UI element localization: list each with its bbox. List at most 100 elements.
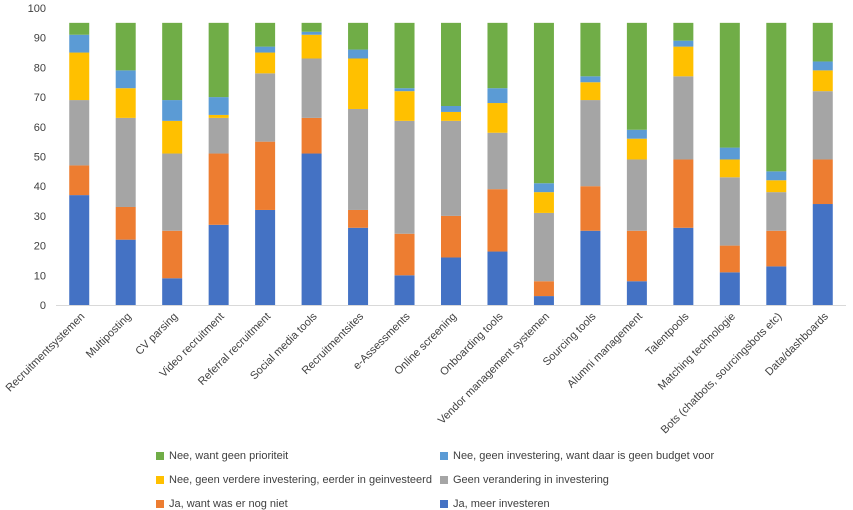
bar-segment <box>719 177 740 246</box>
bar-segment <box>441 111 461 121</box>
legend-label: Nee, want geen prioriteit <box>169 450 289 462</box>
legend-swatch <box>440 500 448 508</box>
bar-segment <box>301 117 322 154</box>
bar-segment <box>673 159 694 228</box>
bar-segment <box>766 180 787 193</box>
legend-item: Nee, geen investering, want daar is geen… <box>440 450 714 462</box>
bar-segment <box>255 52 276 74</box>
bar-segment <box>348 58 369 109</box>
legend-item: Ja, want was er nog niet <box>156 498 288 510</box>
bar-segment <box>441 22 461 107</box>
y-axis-ticks: 0 10 20 30 40 50 60 70 80 90 100 <box>28 3 46 312</box>
legend-item: Nee, want geen prioriteit <box>156 450 288 462</box>
bar-segment <box>162 153 183 231</box>
y-tick-label: 70 <box>34 92 46 104</box>
bar-segment <box>69 22 90 35</box>
bar-segment <box>208 117 229 154</box>
bar-segment <box>533 183 554 193</box>
bar-segment <box>812 61 833 71</box>
bar-segment <box>812 159 833 205</box>
bar-segment <box>348 209 369 228</box>
bar-segment <box>719 159 740 178</box>
bar-segment <box>487 251 508 305</box>
bar-segment <box>626 138 647 160</box>
bar-segment <box>69 52 90 101</box>
bar-segment <box>301 34 322 59</box>
bar-segment <box>580 100 601 187</box>
y-tick-label: 60 <box>34 122 46 134</box>
bar-segment <box>719 147 740 160</box>
bar-segment <box>766 266 787 305</box>
bar-segment <box>487 22 508 89</box>
bar-segment <box>301 22 322 32</box>
bar-segment <box>719 272 740 305</box>
bar-segment <box>441 215 461 258</box>
bar-segment <box>301 31 322 35</box>
x-tick-label: Talentpools <box>644 310 692 358</box>
bar-segment <box>255 141 276 210</box>
bar-segment <box>115 117 136 207</box>
bar-segment <box>162 100 183 121</box>
bar-segment <box>487 88 508 104</box>
bar-segment <box>162 120 183 154</box>
bar-segment <box>115 88 136 118</box>
bar-segment <box>533 192 554 213</box>
y-tick-label: 30 <box>34 211 46 223</box>
bar-segment <box>673 46 694 77</box>
y-tick-label: 0 <box>40 300 46 312</box>
bar-segment <box>208 153 229 225</box>
bar-segment <box>626 129 647 139</box>
bar-segment <box>766 230 787 267</box>
legend-label: Ja, want was er nog niet <box>169 498 288 510</box>
bar-segment <box>626 230 647 282</box>
bar-segment <box>673 22 694 41</box>
bar-segment <box>394 120 415 234</box>
legend-swatch <box>156 452 164 460</box>
bar-segment <box>487 132 508 190</box>
bar-segment <box>673 40 694 47</box>
bar-segment <box>394 275 415 305</box>
bar-segment <box>441 257 461 305</box>
bar-segment <box>301 58 322 118</box>
x-tick-label: Recruitmentsystemen <box>4 311 88 395</box>
bar-segment <box>69 195 90 305</box>
bar-segment <box>673 76 694 160</box>
legend-item: Ja, meer investeren <box>440 498 550 510</box>
bar-segment <box>626 22 647 130</box>
bar-segment <box>348 49 369 59</box>
bar-segment <box>394 22 415 89</box>
bar-segment <box>115 70 136 89</box>
legend-item: Nee, geen verdere investering, eerder in… <box>156 474 432 486</box>
bar-segment <box>533 212 554 282</box>
legend-swatch <box>156 476 164 484</box>
bar-segment <box>115 239 136 305</box>
bar-segment <box>115 22 136 71</box>
bar-segment <box>394 91 415 121</box>
bar-segment <box>348 108 369 210</box>
legend-item: Geen verandering in investering <box>440 474 609 486</box>
bar-segment <box>208 224 229 305</box>
bar-segment <box>301 153 322 305</box>
legend-label: Ja, meer investeren <box>453 498 550 510</box>
legend-swatch <box>440 452 448 460</box>
bar-segment <box>69 165 90 196</box>
bar-segment <box>255 22 276 47</box>
y-tick-label: 40 <box>34 181 46 193</box>
bar-segment <box>812 91 833 160</box>
bar-segment <box>719 245 740 273</box>
bar-segment <box>580 230 601 305</box>
bar-segment <box>208 97 229 115</box>
y-tick-label: 80 <box>34 62 46 74</box>
bar-segment <box>69 100 90 166</box>
bar-segment <box>255 209 276 305</box>
bar-segment <box>533 296 554 305</box>
bar-segment <box>69 34 90 53</box>
bar-segment <box>580 186 601 231</box>
y-tick-label: 50 <box>34 152 46 164</box>
bar-segment <box>441 120 461 216</box>
bar-segment <box>255 73 276 142</box>
bar-segment <box>348 227 369 305</box>
chart-bars <box>69 22 833 305</box>
